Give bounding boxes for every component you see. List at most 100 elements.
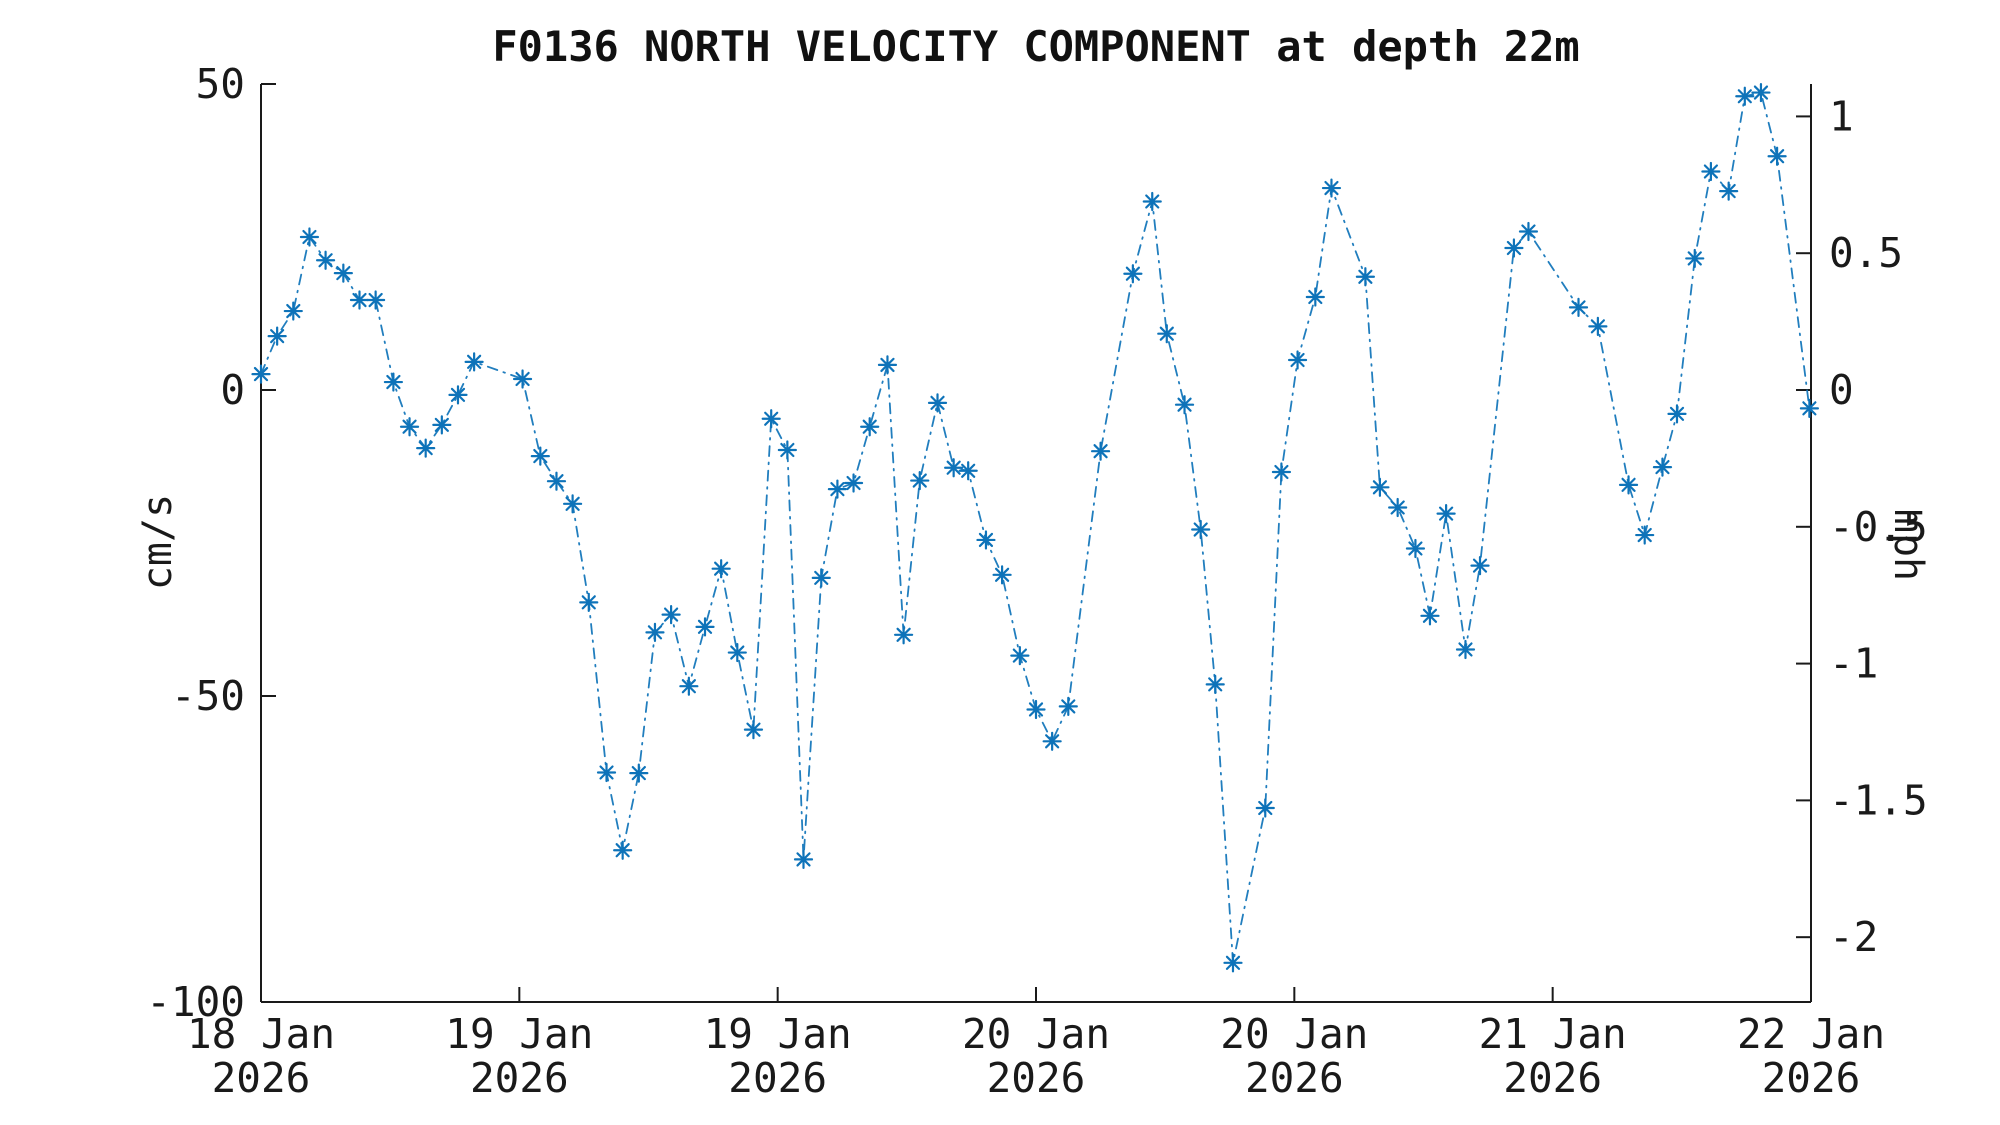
data-point-marker: [976, 530, 996, 550]
marker-spoke: [1737, 89, 1752, 104]
marker-spoke: [1372, 480, 1388, 495]
marker-spoke: [318, 253, 333, 268]
data-point-marker: [579, 592, 599, 612]
data-point-marker: [1321, 178, 1342, 198]
marker-spoke: [1721, 183, 1736, 199]
marker-spoke: [1802, 401, 1817, 416]
x-axis-tick-label-year: 2026: [1762, 1054, 1861, 1102]
marker-spoke: [1637, 527, 1652, 543]
marker-spoke: [880, 357, 895, 373]
data-point-marker: [267, 326, 287, 346]
marker-spoke: [1687, 251, 1702, 266]
data-point-marker: [944, 458, 964, 478]
data-point-marker: [416, 438, 436, 458]
x-axis-tick-label-date: 19 Jan: [704, 1010, 852, 1058]
y-axis-right-tick-label: 1: [1829, 92, 1854, 140]
marker-spoke: [1571, 300, 1586, 315]
x-axis-tick-label-year: 2026: [728, 1054, 827, 1102]
data-point-marker: [432, 415, 452, 435]
marker-spoke: [515, 371, 530, 387]
marker-spoke: [1225, 955, 1241, 970]
marker-spoke: [302, 229, 317, 245]
data-point-marker: [1223, 953, 1243, 973]
marker-spoke: [1506, 240, 1522, 256]
marker-spoke: [896, 627, 911, 642]
marker-spoke: [764, 411, 779, 426]
data-point-marker: [251, 364, 271, 384]
marker-spoke: [814, 570, 829, 585]
data-point-marker: [315, 250, 336, 270]
marker-spoke: [1472, 558, 1488, 573]
data-point-marker: [1157, 324, 1177, 344]
marker-spoke: [1655, 460, 1670, 475]
data-point-marker: [1455, 639, 1476, 660]
marker-spoke: [862, 419, 877, 434]
marker-spoke: [581, 595, 596, 610]
data-point-marker: [860, 417, 880, 437]
data-point-marker: [1701, 161, 1721, 182]
data-point-marker: [399, 417, 420, 437]
marker-spoke: [1290, 352, 1305, 368]
data-point-marker: [546, 471, 567, 491]
data-point-marker: [629, 763, 649, 783]
x-axis-tick-label-date: 21 Jan: [1479, 1010, 1627, 1058]
data-point-marker: [661, 605, 681, 625]
data-point-marker: [530, 446, 550, 466]
marker-spoke: [994, 567, 1010, 582]
y-axis-right-tick-label: -0.5: [1829, 503, 1928, 551]
marker-spoke: [1358, 269, 1373, 284]
marker-spoke: [961, 463, 976, 478]
marker-spoke: [647, 625, 663, 640]
data-point-marker: [333, 263, 353, 283]
data-point-marker: [1191, 519, 1211, 540]
marker-spoke: [1145, 194, 1160, 209]
data-point-marker: [383, 372, 403, 392]
marker-spoke: [1669, 406, 1685, 421]
x-axis-tick-label-date: 20 Jan: [962, 1010, 1110, 1058]
data-point-marker: [349, 290, 370, 310]
marker-spoke: [253, 366, 269, 382]
marker-spoke: [1422, 608, 1438, 623]
marker-spoke: [1438, 506, 1454, 521]
marker-spoke: [1125, 266, 1140, 281]
data-point-marker: [1799, 398, 1819, 418]
y-axis-left-tick-label: -100: [146, 978, 245, 1026]
marker-spoke: [467, 354, 482, 369]
x-axis-tick-label-date: 18 Jan: [187, 1010, 335, 1058]
marker-spoke: [1061, 699, 1076, 714]
marker-spoke: [599, 765, 614, 780]
marker-spoke: [846, 475, 861, 491]
marker-spoke: [270, 329, 285, 344]
data-point-marker: [1588, 316, 1608, 336]
data-point-marker: [1420, 606, 1440, 626]
data-point-marker: [894, 625, 914, 645]
x-axis-tick-label-year: 2026: [212, 1054, 311, 1102]
x-axis-tick-label-year: 2026: [470, 1054, 569, 1102]
marker-spoke: [730, 645, 745, 660]
marker-spoke: [796, 852, 811, 867]
marker-spoke: [615, 843, 630, 858]
marker-spoke: [549, 474, 564, 489]
data-point-marker: [827, 479, 848, 499]
marker-spoke: [286, 303, 301, 319]
data-point-marker: [1388, 497, 1408, 518]
data-point-marker: [1470, 556, 1490, 576]
x-axis-tick-label-year: 2026: [987, 1054, 1086, 1102]
marker-spoke: [631, 766, 646, 781]
data-point-marker: [1618, 475, 1639, 495]
data-point-marker: [1504, 238, 1524, 258]
data-point-marker: [1142, 191, 1162, 212]
y-axis-left-tick-label: -50: [171, 672, 245, 720]
data-point-marker: [464, 352, 484, 372]
marker-spoke: [714, 561, 729, 576]
data-point-marker: [1355, 267, 1375, 287]
data-point-marker: [1518, 221, 1539, 242]
marker-spoke: [830, 482, 845, 497]
marker-spoke: [1308, 289, 1323, 305]
data-point-marker: [1767, 146, 1787, 166]
data-point-marker: [1405, 538, 1426, 559]
y-axis-right-tick-label: -1: [1829, 640, 1878, 688]
marker-spoke: [1177, 397, 1192, 412]
marker-spoke: [402, 419, 417, 434]
marker-spoke: [1028, 702, 1044, 717]
